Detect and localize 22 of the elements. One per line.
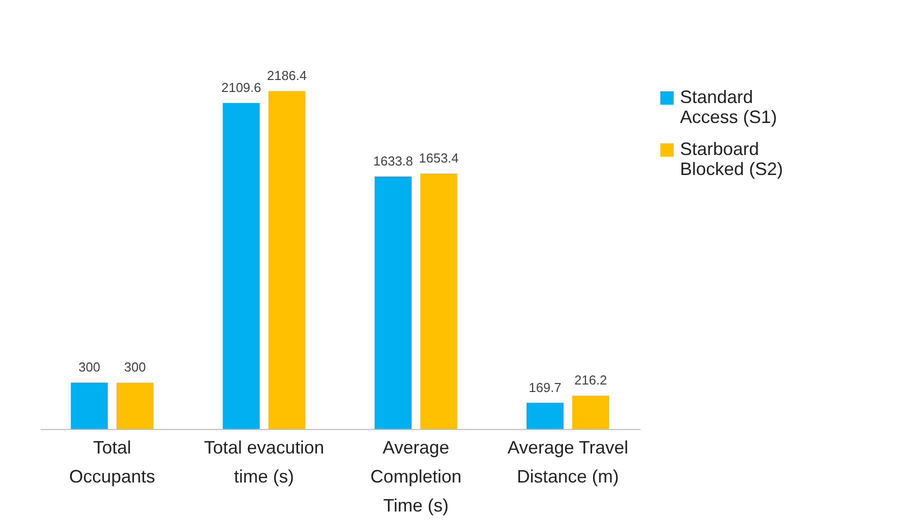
x-tick-label: Total evacution time (s)	[204, 438, 324, 486]
data-label: 2109.6	[221, 80, 262, 95]
bar	[526, 402, 564, 429]
bar	[222, 102, 260, 429]
data-label: 1633.8	[373, 154, 414, 169]
data-label: 300	[124, 360, 146, 375]
bar	[70, 382, 108, 429]
bar	[374, 176, 412, 429]
bar	[116, 382, 154, 429]
x-tick-label: Average Travel Distance (m)	[507, 438, 628, 486]
data-label: 169.7	[528, 380, 562, 395]
x-tick-label: Total Occupants	[69, 438, 156, 486]
data-label: 1653.4	[418, 150, 459, 166]
x-tick-label: Average Completion Time (s)	[370, 438, 462, 516]
data-label: 2186.4	[266, 68, 307, 84]
data-label: 216.2	[574, 372, 607, 388]
bar	[420, 173, 458, 429]
legend-label: Starboard Blocked (S2)	[680, 139, 784, 179]
bar	[268, 91, 306, 429]
data-label: 300	[78, 360, 100, 375]
legend-label: Standard Access (S1)	[680, 87, 778, 127]
bar	[572, 396, 610, 429]
